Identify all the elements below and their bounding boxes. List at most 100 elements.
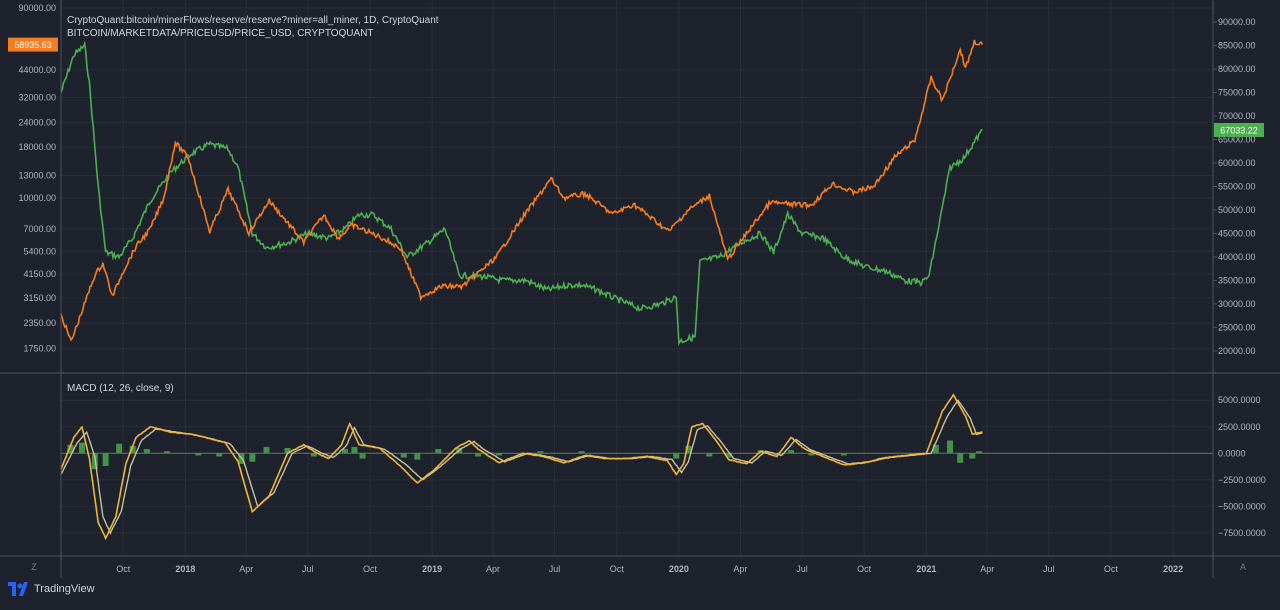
macd-histogram-bar (840, 453, 847, 456)
right-axis-tick-label: 55000.00 (1218, 182, 1256, 192)
macd-title[interactable]: MACD (12, 26, close, 9) (67, 383, 174, 394)
macd-histogram-bar (310, 453, 317, 457)
reserve-last-value-tag (1214, 122, 1264, 137)
tradingview-logo[interactable]: TradingView (8, 582, 95, 596)
macd-axis-tick-label: −7500.0000 (1218, 528, 1266, 538)
macd-histogram-bar (976, 451, 983, 454)
time-tick-label: Oct (857, 564, 872, 574)
macd-histogram-bar (725, 453, 732, 458)
right-axis-tick-label: 40000.00 (1218, 252, 1256, 262)
macd-histogram-bar (578, 451, 585, 454)
macd-histogram-bar (673, 453, 680, 459)
left-axis-tick-label: 13000.00 (18, 170, 56, 180)
left-axis-tick-label: 44000.00 (18, 65, 56, 75)
right-axis-tick-label: 35000.00 (1218, 275, 1256, 285)
macd-histogram-bar (116, 443, 123, 454)
macd-histogram-bar (496, 453, 503, 456)
left-axis-tick-label: 1750.00 (23, 344, 56, 354)
time-tick-label: Oct (1104, 564, 1119, 574)
time-tick-label: Oct (610, 564, 625, 574)
right-axis-tick-label: 80000.00 (1218, 64, 1256, 74)
macd-histogram-bar (67, 444, 74, 454)
left-axis-tick-label: 32000.00 (18, 92, 56, 102)
grid-layer (61, 0, 1213, 556)
time-tick-label: Apr (733, 564, 747, 574)
time-tick-label: Jul (302, 564, 314, 574)
left-axis-tick-label: 90000.00 (18, 3, 56, 13)
left-axis-tick-label: 5400.00 (23, 246, 56, 256)
macd-histogram-bar (414, 453, 421, 460)
right-axis-tick-label: 60000.00 (1218, 158, 1256, 168)
price-last-value-tag (8, 37, 58, 52)
right-axis-tick-label: 25000.00 (1218, 322, 1256, 332)
right-axis-tick-label: 65000.00 (1218, 135, 1256, 145)
time-tick-label: 2022 (1163, 564, 1183, 574)
macd-histogram-bar (957, 453, 964, 463)
time-tick-label: Jul (549, 564, 561, 574)
macd-axis-tick-label: 0.0000 (1218, 448, 1246, 458)
macd-histogram-bar (216, 453, 223, 457)
time-tick-label: Oct (363, 564, 378, 574)
macd-histogram-bar (947, 440, 954, 454)
right-axis-tick-label: 70000.00 (1218, 111, 1256, 121)
macd-histogram-bar (164, 451, 171, 454)
macd-axis-tick-label: −5000.0000 (1218, 501, 1266, 511)
right-axis-tick-label: 90000.00 (1218, 17, 1256, 27)
right-axis-tick-label: 50000.00 (1218, 205, 1256, 215)
macd-histogram-bar (129, 445, 136, 454)
macd-line (60, 393, 983, 541)
macd-axis-tick-label: 5000.0000 (1218, 395, 1261, 405)
macd-histogram-bar (932, 444, 939, 454)
time-tick-label: Apr (239, 564, 253, 574)
right-axis-tick-label: 20000.00 (1218, 346, 1256, 356)
macd-histogram-bar (263, 446, 270, 454)
time-tick-label: Apr (980, 564, 994, 574)
time-tick-label: 2018 (175, 564, 195, 574)
left-axis-tick-label: 3150.00 (23, 293, 56, 303)
time-tick-label: 2019 (422, 564, 442, 574)
legend-price[interactable]: BITCOIN/MARKETDATA/PRICEUSD/PRICE_USD, C… (67, 28, 374, 39)
left-axis-tick-label: 7000.00 (23, 224, 56, 234)
right-axis-tick-label: 85000.00 (1218, 41, 1256, 51)
macd-histogram-bar (78, 442, 85, 454)
left-axis-tick-label: 2350.00 (23, 318, 56, 328)
axis-layer: Oct 2018 Apr Jul Oct 2019 Apr Jul Oct 2020 Apr Jul O… (8, 3, 1266, 574)
macd-histogram-bar (808, 453, 815, 456)
right-axis-tick-label: 45000.00 (1218, 228, 1256, 238)
time-tick-label: 2020 (669, 564, 689, 574)
macd-histogram-bar (537, 451, 544, 454)
tradingview-brand: TradingView (34, 583, 95, 595)
macd-histogram-bar (249, 453, 256, 462)
left-axis-tick-label: 18000.00 (18, 142, 56, 152)
price-last-value-label: 58935.63 (14, 40, 52, 50)
left-axis-tick-label: 24000.00 (18, 117, 56, 127)
series-line-price (60, 39, 984, 342)
macd-histogram-bar (400, 453, 407, 458)
time-tick-label: Apr (486, 564, 500, 574)
macd-histogram-bar (435, 449, 442, 454)
macd-histogram-bar (351, 446, 358, 454)
macd-histogram-bar (969, 453, 976, 459)
series-line-reserve (60, 40, 983, 346)
macd-axis-tick-label: 2500.0000 (1218, 422, 1261, 432)
reserve-last-value-label: 67033.22 (1220, 125, 1258, 135)
macd-histogram-bar (685, 445, 692, 454)
macd-histogram-bar (706, 453, 713, 457)
macd-histogram-bar (284, 447, 291, 454)
macd-histogram-bar (341, 449, 348, 454)
series-layer (60, 39, 1213, 541)
legend-reserve[interactable]: CryptoQuant:bitcoin/minerFlows/reserve/r… (67, 15, 439, 26)
left-axis-tick-label: 4150.00 (23, 269, 56, 279)
macd-histogram-bar (475, 453, 482, 457)
macd-histogram-bar (195, 453, 202, 456)
auto-scale-button[interactable]: A (1240, 562, 1246, 572)
right-axis-tick-label: 75000.00 (1218, 88, 1256, 98)
right-axis-tick-label: 30000.00 (1218, 299, 1256, 309)
left-scale-button[interactable]: Z (31, 562, 37, 572)
macd-histogram-bar (788, 450, 795, 454)
time-tick-label: 2021 (916, 564, 936, 574)
macd-histogram-bar (143, 449, 150, 454)
